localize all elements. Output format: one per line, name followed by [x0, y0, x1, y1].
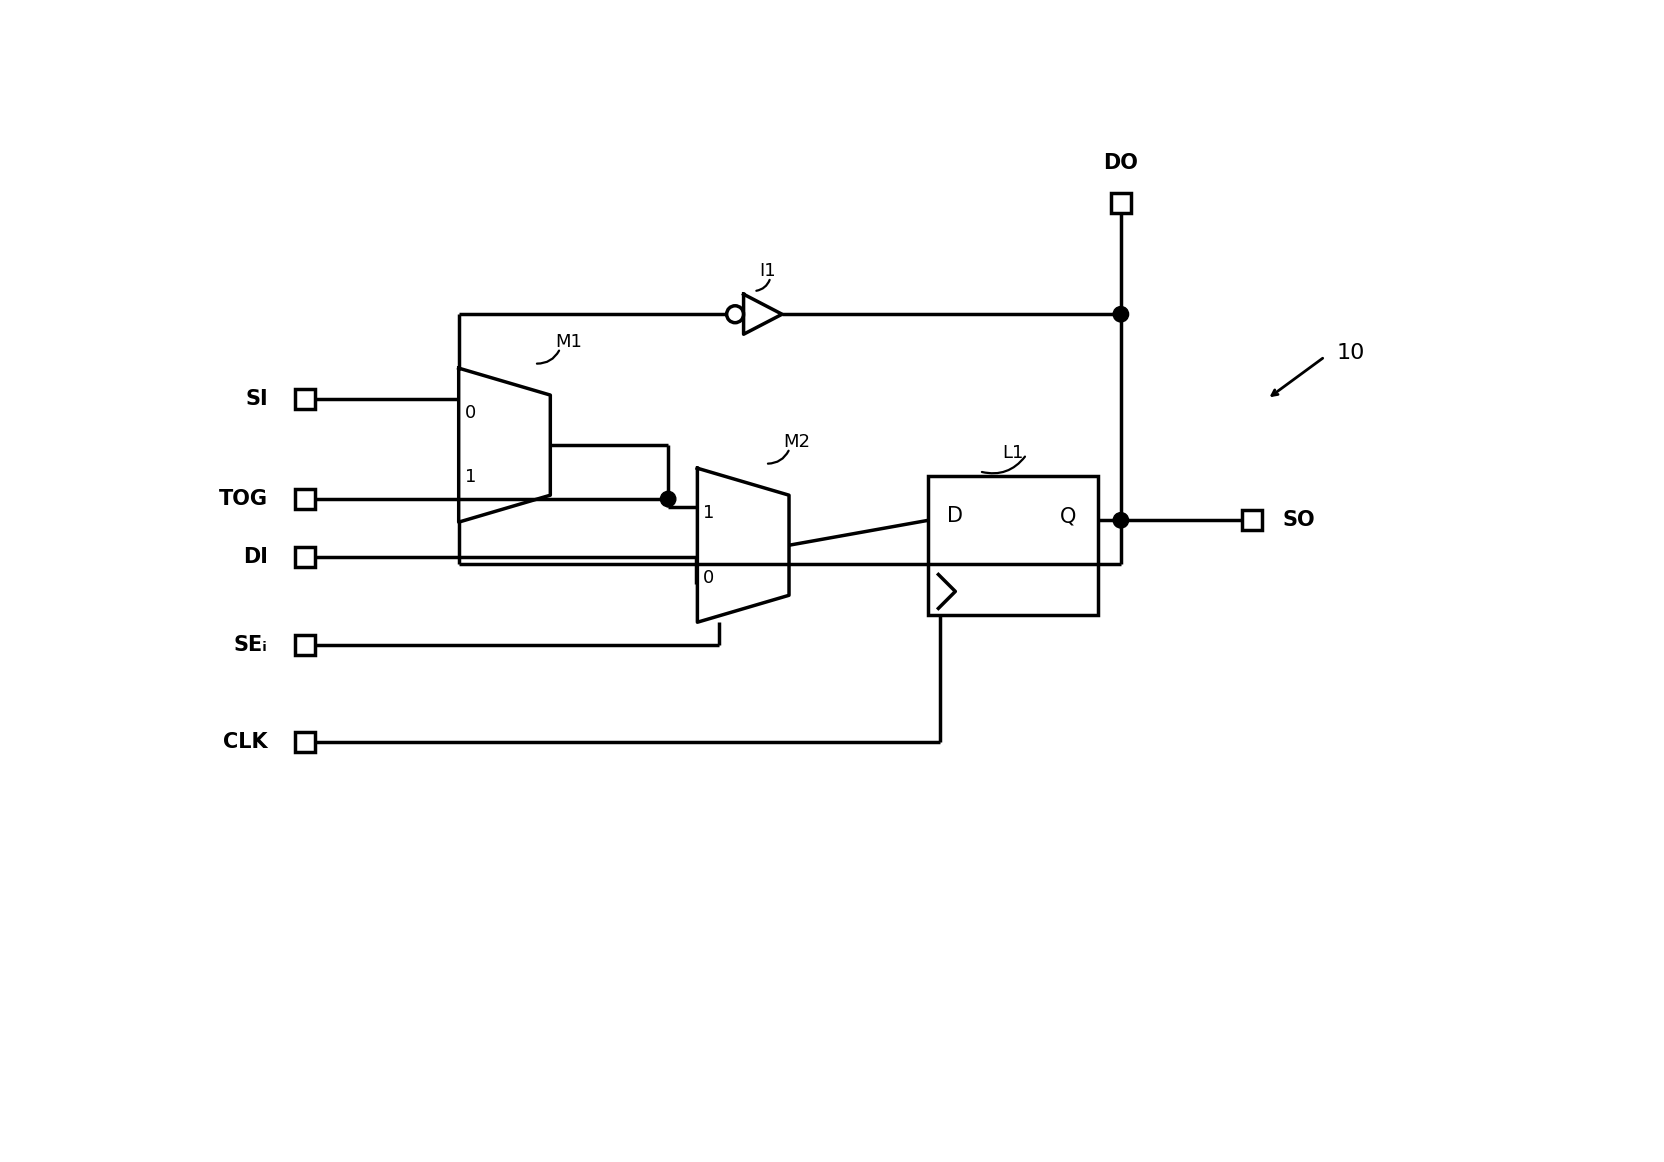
- Circle shape: [661, 492, 676, 507]
- Text: L1: L1: [1002, 444, 1023, 462]
- Bar: [295, 636, 314, 655]
- Text: 0: 0: [464, 403, 476, 422]
- Bar: [1241, 510, 1261, 530]
- Text: 1: 1: [702, 504, 714, 522]
- Text: SO: SO: [1281, 510, 1315, 530]
- Text: CLK: CLK: [223, 732, 268, 752]
- Text: DO: DO: [1103, 153, 1138, 173]
- Text: D: D: [947, 507, 963, 526]
- Text: 1: 1: [464, 468, 476, 487]
- Circle shape: [1113, 307, 1128, 322]
- Text: M1: M1: [554, 333, 581, 351]
- Bar: [1110, 193, 1130, 213]
- Text: TOG: TOG: [218, 489, 268, 509]
- Circle shape: [1113, 512, 1128, 528]
- Text: SI: SI: [245, 389, 268, 409]
- Text: Q: Q: [1060, 507, 1077, 526]
- Text: 0: 0: [702, 568, 714, 587]
- Bar: [295, 489, 314, 509]
- Bar: [929, 476, 1097, 615]
- Text: 10: 10: [1336, 343, 1364, 363]
- Text: I1: I1: [759, 263, 775, 280]
- Text: SEᵢ: SEᵢ: [235, 636, 268, 655]
- Bar: [295, 389, 314, 409]
- Text: M2: M2: [784, 433, 810, 451]
- Text: DI: DI: [243, 547, 268, 567]
- Bar: [295, 547, 314, 567]
- Bar: [295, 732, 314, 752]
